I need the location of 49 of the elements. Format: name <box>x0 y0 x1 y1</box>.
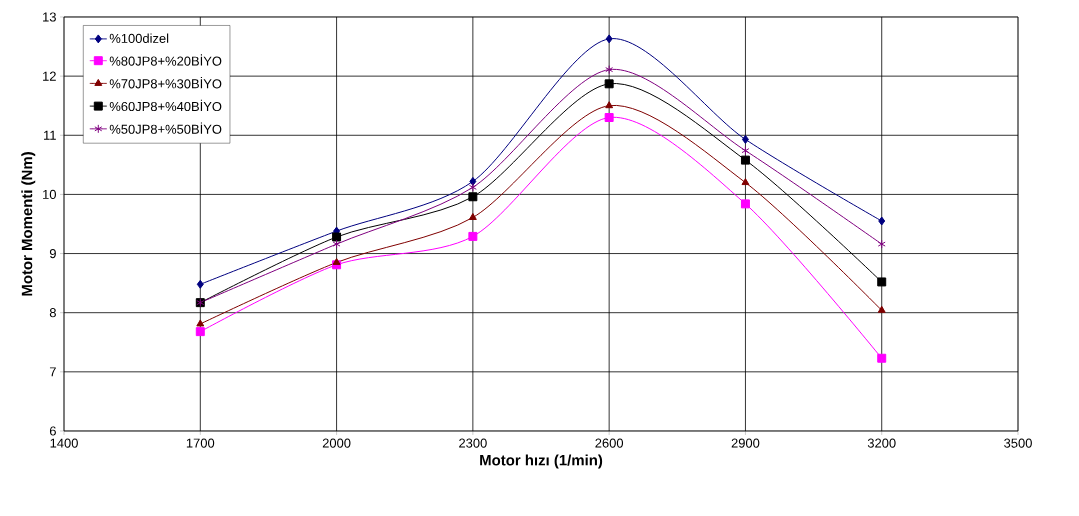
point <box>740 199 750 209</box>
point <box>741 146 750 156</box>
y-tick-label: 8 <box>49 308 56 318</box>
x-tick-label: 3200 <box>867 438 896 448</box>
x-tick-label: 3500 <box>1004 438 1032 448</box>
point <box>740 155 750 165</box>
legend-label: %60JP8+%40BİYO <box>109 99 222 112</box>
x-tick-label: 2600 <box>595 438 624 448</box>
point <box>741 178 750 186</box>
y-tick-label: 11 <box>44 130 56 140</box>
point <box>468 192 478 202</box>
y-tick-label: 7 <box>49 367 56 377</box>
x-tick-label: 2900 <box>731 438 760 448</box>
point <box>195 327 205 337</box>
point <box>877 353 887 363</box>
y-axis-title: Motor Momenti (Nm) <box>21 152 36 296</box>
point <box>877 239 886 249</box>
legend-label: %100dizel <box>109 33 169 43</box>
x-tick-label: 2300 <box>459 438 487 448</box>
point <box>468 231 478 241</box>
x-axis-title: Motor hızı (1/min) <box>480 454 603 469</box>
point <box>877 277 887 287</box>
point <box>332 232 342 242</box>
legend-label: %50JP8+%50BİYO <box>109 122 222 134</box>
x-tick-label: 2000 <box>322 438 351 448</box>
point <box>741 134 749 144</box>
point <box>468 182 477 192</box>
point <box>196 319 205 327</box>
x-tick-label: 1400 <box>50 438 78 448</box>
y-tick-label: 10 <box>43 189 56 199</box>
point <box>468 212 477 220</box>
point <box>196 279 204 289</box>
y-tick-label: 13 <box>43 12 56 22</box>
legend-label: %70JP8+%30BİYO <box>109 77 222 89</box>
point <box>604 113 614 123</box>
y-tick-label: 12 <box>43 71 56 81</box>
point <box>604 79 614 89</box>
point <box>605 34 613 44</box>
point <box>878 216 886 226</box>
point <box>877 305 886 313</box>
point <box>469 176 477 186</box>
legend-label: %80JP8+%20BİYO <box>109 54 222 66</box>
point <box>605 65 614 75</box>
point <box>605 101 614 109</box>
y-tick-label: 9 <box>49 248 56 259</box>
x-tick-label: 1700 <box>186 438 215 448</box>
point <box>332 239 341 249</box>
point <box>332 257 341 265</box>
y-tick-label: 6 <box>49 426 56 436</box>
